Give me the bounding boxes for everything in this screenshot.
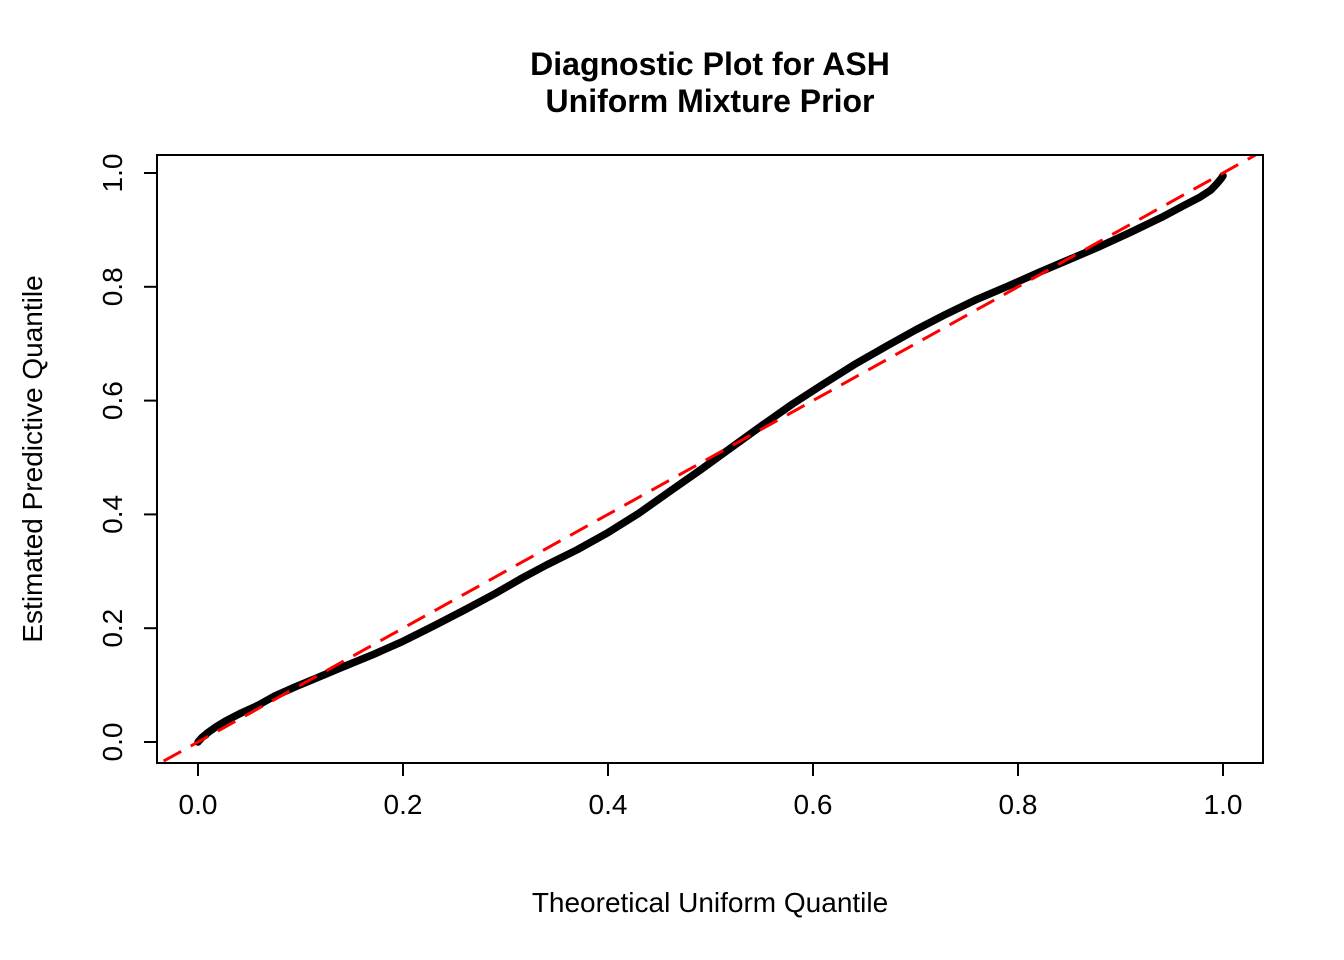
x-tick-label: 0.6 (794, 789, 833, 820)
identity-line (157, 155, 1259, 763)
y-axis-label: Estimated Predictive Quantile (17, 275, 48, 642)
y-tick-label: 0.4 (97, 495, 128, 534)
x-tick-label: 0.2 (384, 789, 423, 820)
x-tick-label: 0.8 (999, 789, 1038, 820)
y-tick-label: 0.0 (97, 723, 128, 762)
identity-reference-layer (157, 155, 1259, 763)
y-tick-label: 0.6 (97, 381, 128, 420)
plot-title: Diagnostic Plot for ASH Uniform Mixture … (530, 46, 890, 119)
plot-title-line-1: Diagnostic Plot for ASH (530, 46, 890, 82)
estimated-predictive-quantile-curve (194, 172, 1227, 746)
y-tick-label: 0.8 (97, 267, 128, 306)
x-axis-label: Theoretical Uniform Quantile (532, 887, 888, 918)
x-tick-label: 0.0 (179, 789, 218, 820)
y-axis-ticks: 0.0 0.2 0.4 0.6 0.8 1.0 (97, 154, 157, 762)
y-tick-label: 1.0 (97, 154, 128, 193)
x-axis-ticks: 0.0 0.2 0.4 0.6 0.8 1.0 (179, 763, 1243, 820)
x-tick-label: 1.0 (1204, 789, 1243, 820)
plot-title-line-2: Uniform Mixture Prior (546, 83, 875, 119)
plot-frame (156, 154, 1264, 764)
quantile-curve-layer (194, 172, 1227, 746)
x-tick-label: 0.4 (589, 789, 628, 820)
y-tick-label: 0.2 (97, 609, 128, 648)
